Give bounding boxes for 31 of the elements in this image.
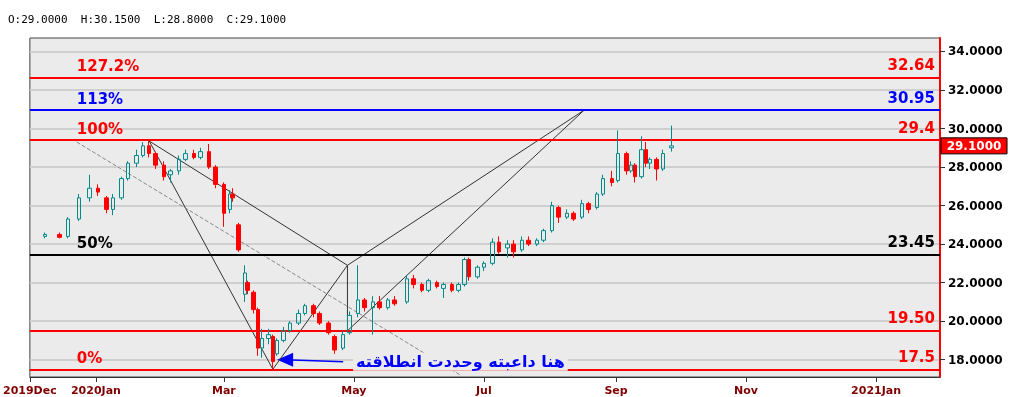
y-tick-label: 32.0000 bbox=[948, 83, 1003, 98]
y-tick-label: 18.0000 bbox=[948, 352, 1003, 367]
text: O:29.0000 H:30.1500 L:28.8000 C:29.1000 bbox=[8, 13, 287, 26]
ref-line-label: 19.50 bbox=[887, 309, 935, 328]
x-tick-label: 2021Jan bbox=[851, 384, 902, 397]
y-tick-label: 24.0000 bbox=[948, 237, 1003, 252]
annotation: 0% bbox=[76, 348, 103, 367]
x-tick-label: Mar bbox=[211, 384, 237, 397]
x-tick-label: Nov bbox=[734, 384, 759, 397]
annotation: 50% bbox=[76, 234, 113, 253]
y-tick-label: 20.0000 bbox=[948, 314, 1003, 329]
y-tick-label: 34.0000 bbox=[948, 44, 1003, 59]
annotation: 100% bbox=[76, 119, 124, 138]
text: 29.1000 bbox=[946, 138, 1002, 153]
annotation: 113% bbox=[76, 89, 124, 108]
x-tick-label: 2019Dec bbox=[3, 384, 57, 397]
ref-line-label: 32.64 bbox=[887, 56, 935, 75]
ref-line-label: 30.95 bbox=[887, 88, 935, 107]
y-tick-label: 26.0000 bbox=[948, 198, 1003, 213]
x-tick-label: Jul bbox=[475, 384, 492, 397]
annotation: هنا داعبته وحددت انطلاقته bbox=[356, 352, 565, 372]
ref-line-label: 17.5 bbox=[897, 347, 935, 366]
y-tick-label: 28.0000 bbox=[948, 160, 1003, 175]
y-tick-label: 22.0000 bbox=[948, 275, 1003, 290]
x-tick-label: 2020Jan bbox=[70, 384, 121, 397]
annotation: 127.2% bbox=[76, 57, 140, 76]
x-tick-label: May bbox=[341, 384, 367, 397]
x-tick-label: Sep bbox=[604, 384, 628, 397]
ref-line-label: 23.45 bbox=[887, 233, 935, 252]
ref-line-label: 29.4 bbox=[897, 118, 935, 137]
y-tick-label: 30.0000 bbox=[948, 121, 1003, 136]
